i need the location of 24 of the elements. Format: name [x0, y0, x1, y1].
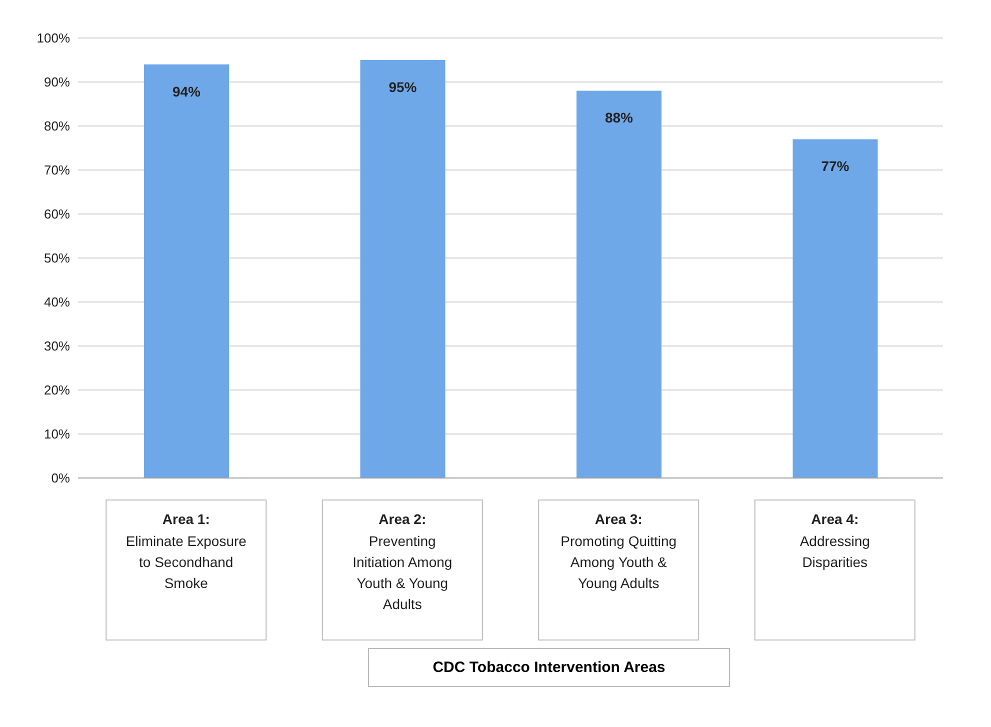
y-tick-label: 10%: [44, 426, 70, 442]
y-tick-label: 80%: [44, 118, 70, 134]
y-tick-label: 60%: [44, 206, 70, 222]
y-tick-label: 100%: [36, 30, 70, 46]
bar: [792, 139, 878, 478]
data-label: 77%: [821, 158, 850, 174]
bar: [576, 90, 662, 478]
y-tick-label: 20%: [44, 382, 70, 398]
x-tick-label: Area 2: Preventing Initiation Among Youth & Young Adults: [352, 511, 452, 612]
x-tick-label: Area 1: Eliminate Exposure to Secondhand Smoke: [126, 511, 247, 591]
bar: [144, 64, 229, 478]
y-tick-label: 0%: [51, 470, 70, 486]
x-axis-title: CDC Tobacco Intervention Areas: [368, 648, 730, 687]
data-label: 95%: [388, 78, 418, 95]
y-tick-label: 40%: [44, 294, 70, 310]
y-tick-label: 90%: [44, 74, 70, 90]
data-label: 94%: [172, 83, 202, 100]
y-tick-label: 50%: [44, 250, 70, 266]
bar: [360, 60, 446, 478]
x-tick-label: Area 4: Addressing Disparities: [800, 511, 870, 570]
data-label: 88%: [604, 110, 634, 126]
y-tick-label: 30%: [44, 338, 70, 354]
y-tick-label: 70%: [44, 162, 70, 178]
x-tick-label: Area 3: Promoting Quitting Among Youth & Young Adults: [560, 511, 677, 591]
